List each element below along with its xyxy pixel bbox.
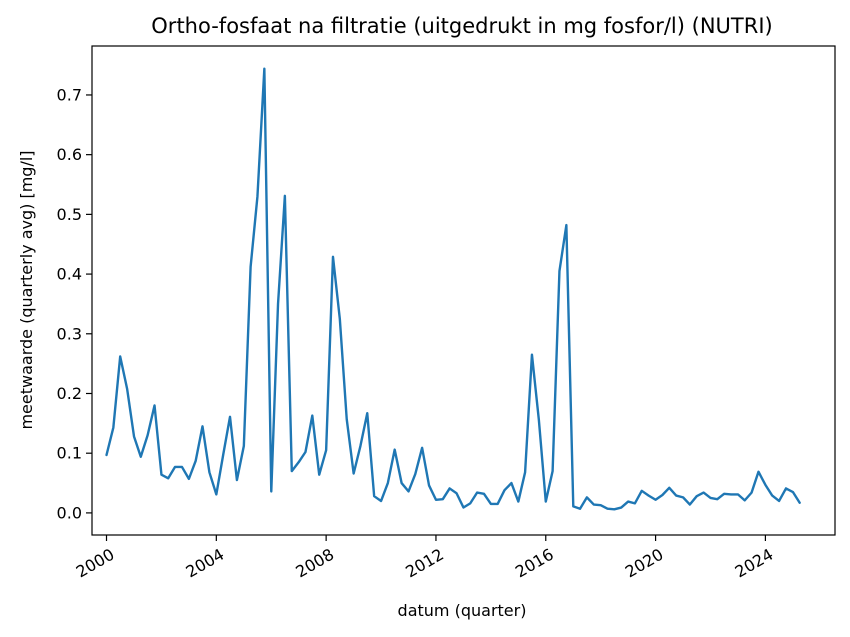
y-tick-label: 0.7	[57, 85, 82, 104]
y-tick-label: 0.1	[57, 444, 82, 463]
y-tick-label: 0.6	[57, 145, 82, 164]
x-tick-label: 2012	[402, 545, 447, 582]
y-tick-label: 0.2	[57, 384, 82, 403]
x-tick-label: 2016	[512, 545, 557, 582]
y-axis-label: meetwaarde (quarterly avg) [mg/l]	[17, 150, 36, 429]
x-axis: 2000 2004 2008 2012 2016 2020 2024	[73, 535, 777, 582]
y-tick-label: 0.4	[57, 265, 82, 284]
x-tick-label: 2004	[183, 545, 228, 582]
x-axis-label: datum (quarter)	[398, 601, 527, 620]
plot-area-frame	[91, 45, 836, 536]
chart-title: Ortho-fosfaat na filtratie (uitgedrukt i…	[151, 14, 772, 38]
x-tick-label: 2008	[292, 545, 337, 582]
x-tick-label: 2020	[622, 545, 667, 582]
y-axis: 0.0 0.1 0.2 0.3 0.4 0.5 0.6 0.7	[57, 85, 92, 522]
y-tick-label: 0.5	[57, 205, 82, 224]
y-tick-label: 0.3	[57, 324, 82, 343]
x-tick-label: 2024	[732, 545, 777, 582]
y-tick-label: 0.0	[57, 503, 82, 522]
x-tick-label: 2000	[73, 545, 118, 582]
series-line	[105, 67, 801, 511]
